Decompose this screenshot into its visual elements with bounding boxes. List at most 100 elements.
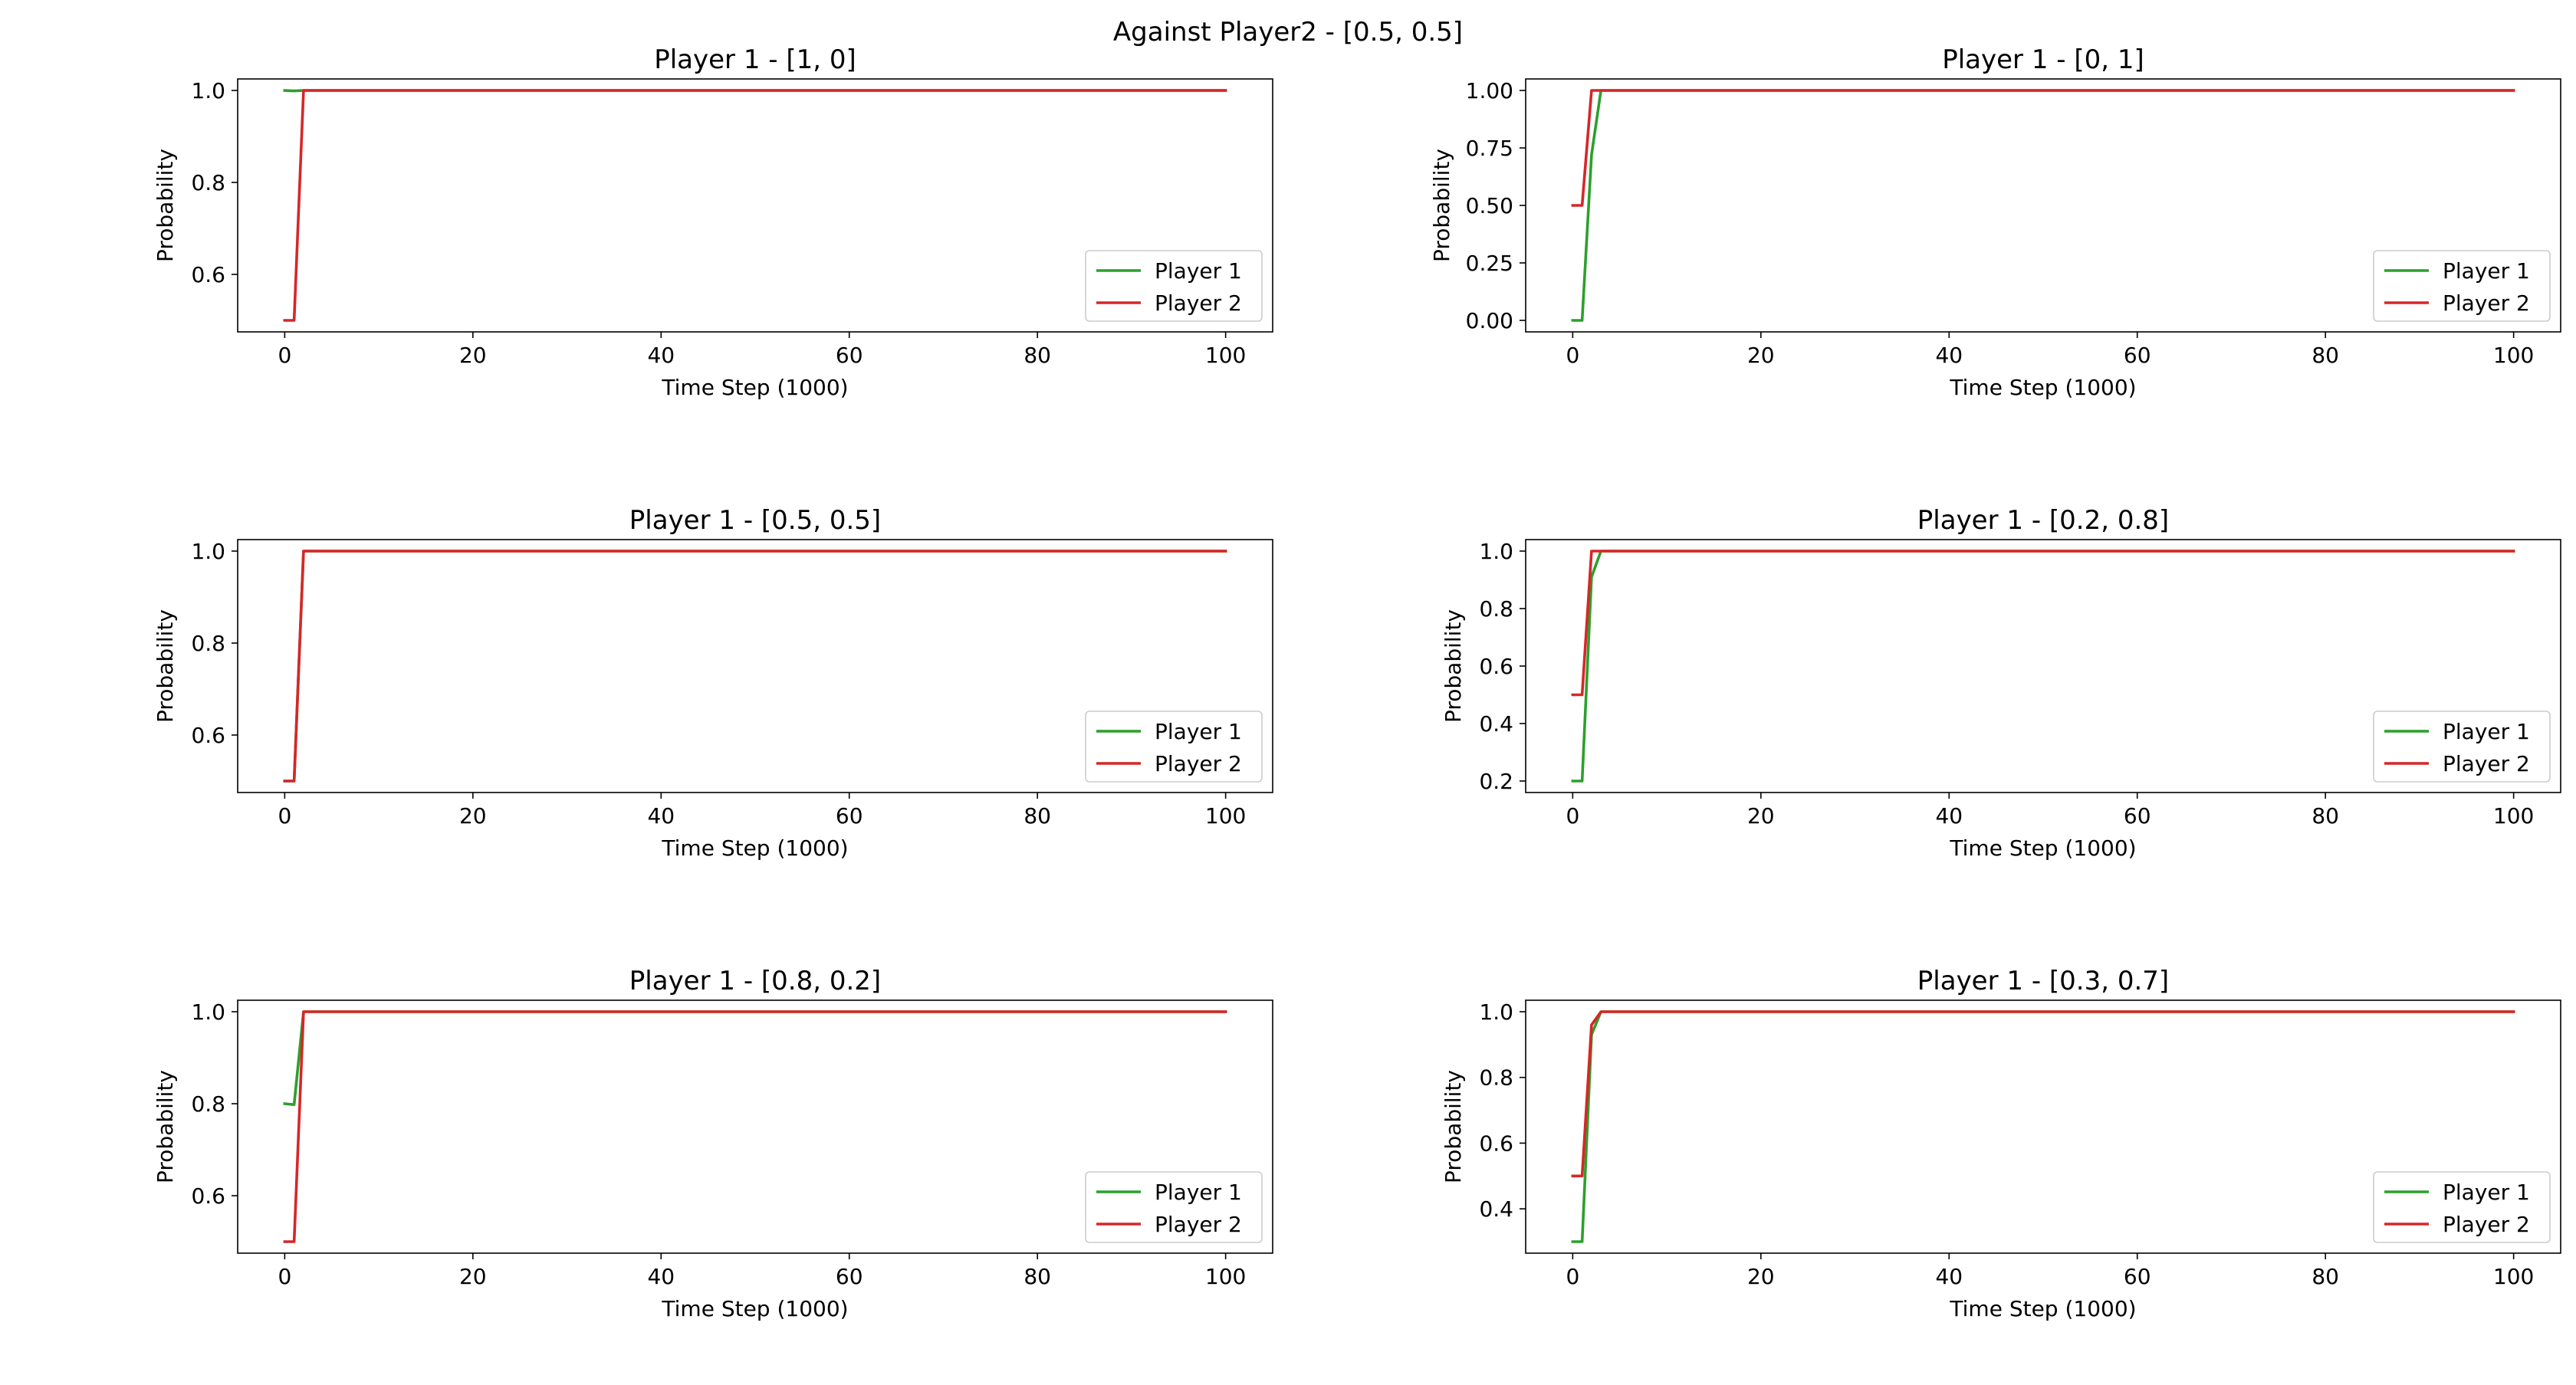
legend-label: Player 1 [1155,1180,1242,1205]
y-tick-label: 0.4 [1479,711,1513,737]
axes-frame [237,539,1273,793]
x-tick-label: 80 [2312,1264,2339,1289]
x-tick-label: 80 [1024,1264,1051,1289]
y-tick-label: 0.25 [1466,251,1513,276]
x-tick-label: 20 [459,803,487,829]
axes-frame [237,78,1273,333]
axes-frame [1525,78,2561,333]
y-axis-label: Probability [1441,1070,1466,1183]
x-tick-label: 60 [2124,1264,2151,1289]
subplot-4: Player 1 - [0.2, 0.8] 0 20 40 60 80 100 0.2 0.4 0… [1441,505,2561,861]
y-tick-label: 1.0 [191,78,225,103]
x-tick-label: 40 [1935,1264,1963,1289]
x-tick-label: 60 [2124,803,2151,829]
x-tick-label: 60 [836,1264,863,1289]
axes-frame [1525,999,2561,1254]
x-tick-label: 20 [459,343,487,368]
legend-label: Player 1 [2443,258,2530,284]
legend-label: Player 2 [1155,290,1242,316]
x-tick-label: 60 [836,343,863,368]
y-tick-label: 0.6 [1479,1131,1513,1156]
x-tick-label: 60 [2124,343,2151,368]
series-line-player-1 [1571,89,2515,322]
subplot-2: Player 1 - [0, 1] 0 20 40 60 80 100 0.00 0.25 0.5… [1429,44,2561,400]
x-tick-label: 100 [1205,803,1246,829]
subplot-title: Player 1 - [0.5, 0.5] [629,505,881,536]
series-line-player-2 [1571,89,2515,207]
x-axis-label: Time Step (1000) [661,375,848,400]
legend: Player 1 Player 2 [2373,250,2551,322]
y-tick-label: 0.00 [1466,308,1513,333]
x-tick-label: 80 [2312,803,2339,829]
y-tick-label: 1.0 [191,539,225,564]
series-line-player-2 [1571,550,2515,697]
legend-label: Player 2 [2443,751,2530,776]
y-tick-label: 0.50 [1466,193,1513,218]
legend-label: Player 2 [2443,1212,2530,1237]
y-tick-label: 0.8 [191,170,225,195]
y-tick-label: 0.6 [1479,654,1513,679]
y-tick-label: 0.6 [191,262,225,287]
y-axis-label: Probability [1441,609,1466,723]
y-tick-label: 0.8 [191,631,225,656]
subplot-title: Player 1 - [0, 1] [1942,44,2144,75]
axes-frame [1525,539,2561,793]
x-tick-label: 20 [459,1264,487,1289]
y-tick-label: 1.0 [1479,539,1513,564]
legend-label: Player 2 [1155,751,1242,776]
y-axis-label: Probability [153,149,178,262]
subplot-3: Player 1 - [0.5, 0.5] 0 20 40 60 80 100 0.6 0.8 1… [153,505,1273,861]
subplot-title: Player 1 - [0.2, 0.8] [1917,505,2169,536]
y-tick-label: 0.75 [1466,136,1513,161]
x-tick-label: 60 [836,803,863,829]
x-tick-label: 80 [1024,343,1051,368]
subplot-1: Player 1 - [1, 0] 0 20 40 60 80 100 0.6 0.8 1.0 Ti… [153,44,1273,400]
x-tick-label: 0 [1566,1264,1579,1289]
subplot-5: Player 1 - [0.8, 0.2] 0 20 40 60 80 100 0.6 0.8 1… [153,966,1273,1321]
x-tick-label: 20 [1747,803,1775,829]
x-tick-label: 20 [1747,1264,1775,1289]
subplot-6: Player 1 - [0.3, 0.7] 0 20 40 60 80 100 0.4 0.6 0… [1441,966,2561,1321]
y-tick-label: 0.6 [191,1183,225,1209]
legend: Player 1 Player 2 [1085,250,1263,322]
legend: Player 1 Player 2 [2373,711,2551,783]
series-line-player-2 [1571,1010,2515,1178]
x-tick-label: 80 [2312,343,2339,368]
series-line-player-1 [1571,550,2515,783]
x-axis-label: Time Step (1000) [1949,835,2136,861]
y-tick-label: 0.2 [1479,769,1513,794]
legend: Player 1 Player 2 [1085,711,1263,783]
subplot-title: Player 1 - [0.3, 0.7] [1917,966,2169,996]
series-line-player-2 [283,550,1227,783]
y-tick-label: 1.0 [191,999,225,1025]
x-tick-label: 100 [1205,343,1246,368]
x-tick-label: 0 [278,803,291,829]
x-tick-label: 0 [1566,343,1579,368]
legend-label: Player 2 [2443,290,2530,316]
x-tick-label: 0 [278,343,291,368]
x-tick-label: 100 [1205,1264,1246,1289]
legend-label: Player 1 [2443,719,2530,744]
y-axis-label: Probability [153,609,178,723]
y-tick-label: 0.8 [1479,1065,1513,1091]
x-axis-label: Time Step (1000) [1949,1296,2136,1321]
figure-suptitle: Against Player2 - [0.5, 0.5] [1112,17,1464,48]
axes-frame [237,999,1273,1254]
series-line-player-1 [283,550,1227,783]
x-tick-label: 80 [1024,803,1051,829]
x-tick-label: 40 [1935,343,1963,368]
legend: Player 1 Player 2 [1085,1171,1263,1243]
y-tick-label: 1.00 [1466,78,1513,103]
series-line-player-1 [1571,1010,2515,1243]
legend: Player 1 Player 2 [2373,1171,2551,1243]
x-axis-label: Time Step (1000) [661,1296,848,1321]
x-tick-label: 40 [647,803,675,829]
y-tick-label: 0.8 [1479,596,1513,622]
x-axis-label: Time Step (1000) [661,835,848,861]
x-tick-label: 100 [2493,343,2534,368]
y-tick-label: 0.8 [191,1091,225,1117]
x-tick-label: 0 [1566,803,1579,829]
x-tick-label: 40 [1935,803,1963,829]
x-tick-label: 100 [2493,1264,2534,1289]
